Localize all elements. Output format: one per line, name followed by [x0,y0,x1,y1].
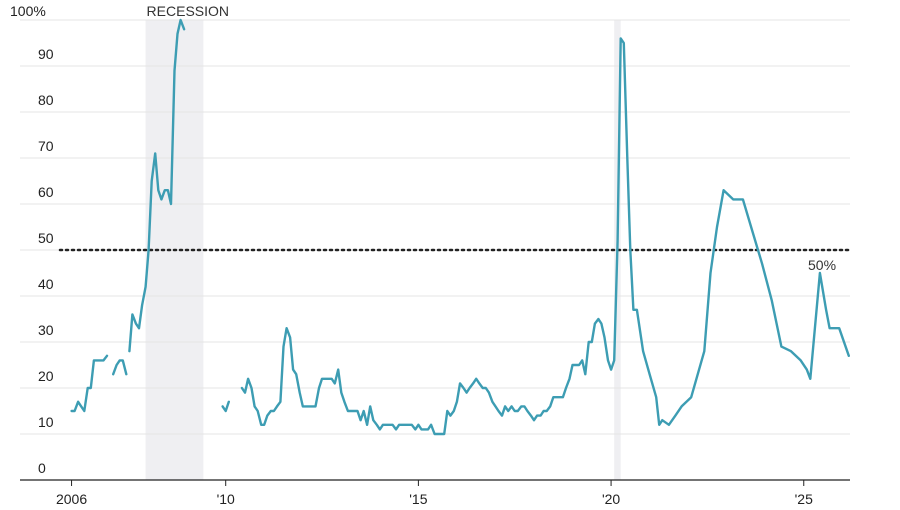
y-tick-label-40: 40 [38,276,54,292]
y-tick-label-10: 10 [38,414,54,430]
series-line-segment-1 [111,359,128,376]
series-line-segment-2 [128,18,186,353]
y-tick-label-30: 30 [38,322,54,338]
y-tick-label-60: 60 [38,184,54,200]
y-tick-label-50: 50 [38,230,54,246]
x-tick-label-2020: '20 [602,491,620,507]
series-line-segment-3 [221,400,231,413]
gridlines [20,19,850,435]
x-tick-label-2015: '15 [409,491,427,507]
series-lines [70,18,850,436]
series-line-segment-4 [240,37,850,436]
reference-line-label: 50% [808,257,836,273]
x-tick-label-2010: '10 [217,491,235,507]
annotations: RECESSION 50% [147,3,836,273]
x-axis: 2006 '10 '15 '20 '25 [20,479,850,507]
recession-label: RECESSION [147,3,229,19]
y-tick-label-100: 100% [10,3,46,19]
x-tick-label-2006: 2006 [56,491,87,507]
x-tick-label-2025: '25 [795,491,813,507]
y-tick-label-70: 70 [38,138,54,154]
series-line-segment-0 [70,354,109,413]
y-tick-label-0: 0 [38,460,46,476]
y-axis-tick-labels: 0 10 20 30 40 50 60 70 80 90 100% [10,3,54,476]
y-tick-label-20: 20 [38,368,54,384]
y-tick-label-80: 80 [38,92,54,108]
y-tick-label-90: 90 [38,46,54,62]
